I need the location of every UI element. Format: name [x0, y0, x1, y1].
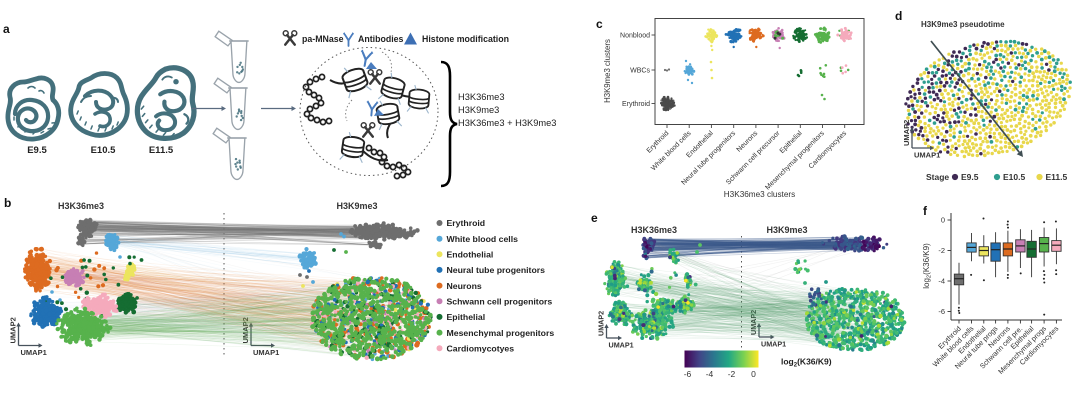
svg-text:Histone modification: Histone modification: [422, 34, 509, 44]
svg-text:WBCs: WBCs: [630, 68, 650, 75]
svg-text:E10.5: E10.5: [91, 145, 117, 156]
svg-text:White blood cells: White blood cells: [447, 234, 519, 244]
svg-text:Neurons: Neurons: [447, 281, 482, 291]
svg-text:Nonblood: Nonblood: [620, 33, 650, 40]
svg-text:d: d: [895, 9, 902, 23]
svg-text:Mesenchymal progenitors: Mesenchymal progenitors: [447, 328, 555, 338]
svg-text:Erythroid: Erythroid: [622, 101, 650, 108]
svg-text:Antibodies: Antibodies: [358, 34, 404, 44]
svg-text:Schwann cell progenitors: Schwann cell progenitors: [447, 296, 553, 306]
svg-text:UMAP1: UMAP1: [253, 348, 279, 357]
svg-text:a: a: [3, 22, 10, 36]
svg-text:H3K9me3: H3K9me3: [458, 105, 499, 115]
svg-text:E11.5: E11.5: [149, 145, 174, 156]
svg-text:Cardiomycotyes: Cardiomycotyes: [447, 343, 515, 353]
svg-text:Endothelial: Endothelial: [447, 250, 494, 260]
svg-text:H3K9me3 pseudotime: H3K9me3 pseudotime: [921, 20, 1005, 29]
svg-text:Erythroid: Erythroid: [447, 218, 486, 228]
svg-text:H3K9me3: H3K9me3: [336, 201, 377, 211]
svg-text:H3K36me3 clusters: H3K36me3 clusters: [724, 190, 795, 199]
svg-text:UMAP2: UMAP2: [9, 317, 18, 343]
svg-text:Epithelial: Epithelial: [447, 312, 486, 322]
svg-text:c: c: [596, 17, 603, 31]
svg-text:H3K9me3 clusters: H3K9me3 clusters: [603, 39, 612, 103]
svg-text:H3K36me3 + H3K9me3: H3K36me3 + H3K9me3: [458, 118, 556, 128]
svg-text:H3K36me3: H3K36me3: [458, 92, 505, 102]
svg-text:H3K36me3: H3K36me3: [58, 201, 104, 211]
svg-text:b: b: [4, 196, 11, 210]
svg-text:pa-MNase: pa-MNase: [302, 34, 344, 44]
svg-text:Neural tube progenitors: Neural tube progenitors: [447, 265, 546, 275]
svg-text:E9.5: E9.5: [27, 145, 47, 156]
svg-text:UMAP1: UMAP1: [21, 348, 47, 357]
